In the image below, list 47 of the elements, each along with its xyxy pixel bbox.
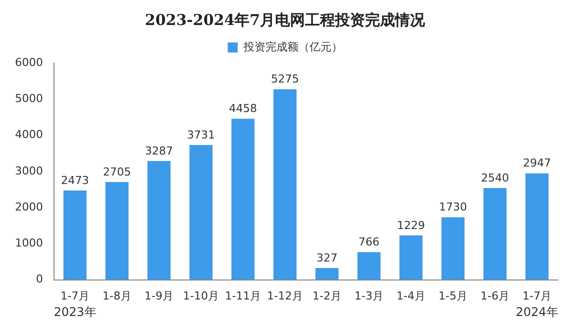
bar [273,89,297,280]
y-tick-label: 0 [36,272,43,286]
data-label: 1730 [439,200,467,214]
data-label: 3731 [186,128,215,142]
bar [189,144,213,280]
bar [399,235,423,280]
bar [105,182,129,280]
bar [231,118,255,280]
y-tick-label: 3000 [14,164,43,178]
x-tick-label: 1-7月 [522,289,552,302]
x-tick-label: 1-11月 [225,289,261,302]
text: 2023年 [54,305,96,320]
text: 2024年 [516,305,558,320]
bar [63,190,87,280]
bar [483,188,507,280]
x-tick-label: 1-6月 [480,289,510,302]
y-tick-label: 5000 [14,92,43,105]
data-label: 4458 [228,102,257,116]
x-tick-label: 1-5月 [438,289,468,302]
data-label: 327 [316,251,338,264]
data-label: 1229 [397,218,425,232]
data-label: 2540 [481,171,509,184]
data-label: 2473 [60,174,89,187]
data-label: 2947 [523,156,551,170]
bar [441,217,465,280]
y-tick-label: 2000 [14,200,43,214]
data-label: 3287 [144,144,173,158]
bar [357,252,381,280]
x-tick-label: 1-4月 [396,289,426,302]
y-tick-label: 4000 [14,128,43,142]
x-tick-label: 1-2月 [312,289,342,302]
x-tick-label: 1-9月 [144,289,174,302]
bar [315,268,339,280]
x-tick-label: 1-7月 [60,289,90,302]
x-tick-label: 1-3月 [354,289,384,302]
chart-title: 2023-2024年7月电网工程投资完成情况 [144,10,426,29]
data-label: 5275 [270,72,299,86]
bar [525,173,549,280]
x-tick-label: 1-10月 [183,289,219,302]
bar [147,161,171,280]
y-tick-label: 1000 [14,236,43,250]
x-tick-label: 1-12月 [267,289,303,302]
y-tick-label: 6000 [14,56,43,69]
data-label: 766 [358,235,380,248]
x-tick-label: 1-8月 [102,289,132,302]
data-label: 2705 [102,165,131,178]
legend-label: 投资完成额（亿元） [242,40,342,54]
